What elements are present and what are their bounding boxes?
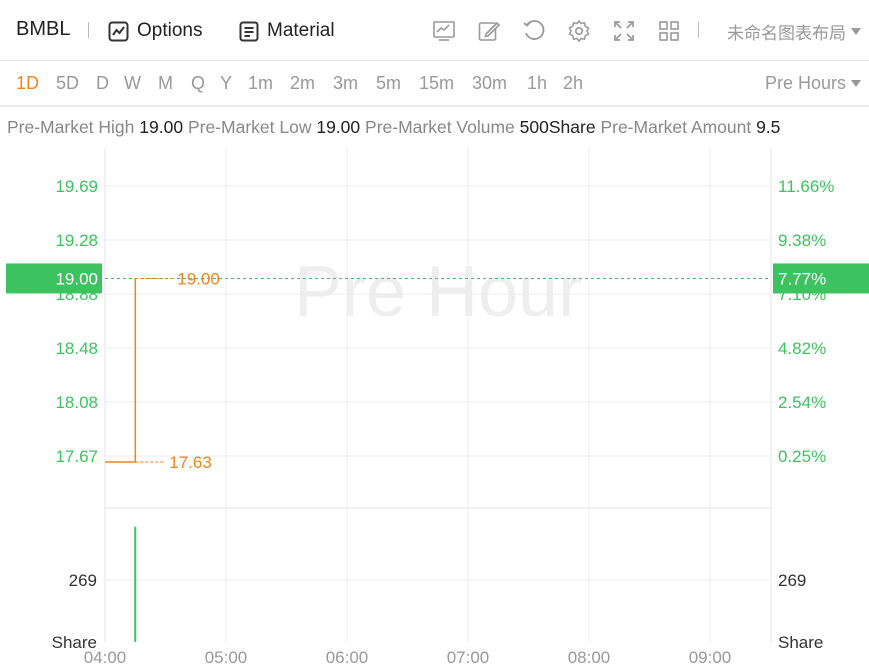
high-annotation: 19.00	[177, 269, 220, 288]
volume-tick-label-right: 269	[778, 571, 806, 590]
stat-label: Pre-Market Low	[187, 117, 312, 137]
material-button[interactable]: Material	[239, 17, 335, 45]
period-tab[interactable]: 3m	[333, 73, 359, 93]
x-tick-label: 07:00	[447, 648, 490, 667]
chevron-down-icon	[851, 28, 861, 35]
period-tab[interactable]: 5m	[376, 73, 402, 93]
y-tick-label: 18.48	[55, 339, 98, 358]
price-series-line	[105, 278, 137, 463]
material-label: Material	[267, 20, 335, 41]
x-tick-label: 05:00	[205, 648, 248, 667]
y2-tick-label: 11.66%	[778, 177, 834, 196]
period-tab[interactable]: D	[96, 73, 109, 93]
period-tab[interactable]: M	[158, 73, 173, 93]
current-percent-label: 7.77%	[778, 269, 826, 288]
layout-selector[interactable]: 未命名图表布局	[727, 19, 861, 44]
fullscreen-icon[interactable]	[612, 19, 636, 43]
period-tab[interactable]: W	[124, 73, 141, 93]
chevron-down-icon	[851, 80, 861, 87]
period-tab[interactable]: 15m	[419, 73, 455, 93]
y-tick-label: 19.28	[55, 231, 98, 250]
draw-pen-icon[interactable]	[477, 19, 501, 43]
x-tick-label: 08:00	[568, 648, 611, 667]
x-tick-label: 06:00	[326, 648, 369, 667]
period-tab[interactable]: 5D	[56, 73, 80, 93]
low-annotation: 17.63	[169, 453, 212, 472]
options-button[interactable]: Options	[108, 17, 202, 45]
reset-icon[interactable]	[522, 19, 546, 43]
period-tab[interactable]: 1h	[527, 73, 548, 93]
chart-toolbar: BMBL Options Material	[0, 0, 869, 61]
indicator-icon[interactable]	[432, 19, 456, 43]
toolbar-divider	[88, 22, 89, 38]
stat-label: Pre-Market Amount	[600, 117, 752, 137]
layout-label: 未命名图表布局	[727, 24, 846, 43]
session-selector[interactable]: Pre Hours	[765, 73, 861, 94]
gear-icon[interactable]	[567, 19, 591, 43]
chart-watermark: Pre Hour	[294, 252, 582, 332]
period-tabs: 1D 5D D W M Q Y 1m 2m 3m 5m 15m 30m 1h 2…	[0, 61, 869, 107]
x-tick-label: 04:00	[84, 648, 127, 667]
y-tick-label: 19.69	[55, 177, 98, 196]
options-chart-icon	[108, 21, 129, 41]
stat-value: 19.00	[139, 117, 184, 137]
period-tab[interactable]: 2m	[290, 73, 316, 93]
y-tick-label: 17.67	[55, 447, 98, 466]
x-tick-label: 09:00	[689, 648, 732, 667]
volume-unit-label-right: Share	[778, 633, 823, 652]
stat-value: 500Share	[519, 117, 596, 137]
volume-tick-label: 269	[69, 571, 97, 590]
current-percent-tag	[773, 263, 869, 294]
y2-tick-label: 4.82%	[778, 339, 826, 358]
stat-label: Pre-Market Volume	[365, 117, 515, 137]
grid-layout-icon[interactable]	[657, 19, 681, 43]
ticker-symbol[interactable]: BMBL	[16, 18, 71, 40]
volume-unit-label: Share	[52, 633, 97, 652]
period-tab[interactable]: 30m	[472, 73, 508, 93]
period-tab[interactable]: Y	[220, 73, 233, 93]
period-tab[interactable]: Q	[191, 73, 206, 93]
stat-label: Pre-Market High	[7, 117, 135, 137]
current-price-label: 19.00	[55, 269, 98, 288]
options-label: Options	[137, 20, 203, 41]
document-icon	[239, 21, 259, 41]
toolbar-divider	[698, 22, 699, 38]
premarket-stats: Pre-Market High 19.00 Pre-Market Low 19.…	[7, 117, 869, 138]
stat-value: 9.5	[756, 117, 781, 137]
current-price-tag	[6, 263, 102, 294]
y2-tick-label: 0.25%	[778, 447, 826, 466]
period-tab[interactable]: 1D	[16, 73, 40, 93]
y2-tick-label: 2.54%	[778, 393, 826, 412]
session-label: Pre Hours	[764, 73, 846, 93]
period-tab[interactable]: 2h	[563, 73, 584, 93]
stat-value: 19.00	[316, 117, 361, 137]
y-tick-label: 18.08	[55, 393, 98, 412]
y2-tick-label: 9.38%	[778, 231, 826, 250]
period-tab[interactable]: 1m	[248, 73, 274, 93]
